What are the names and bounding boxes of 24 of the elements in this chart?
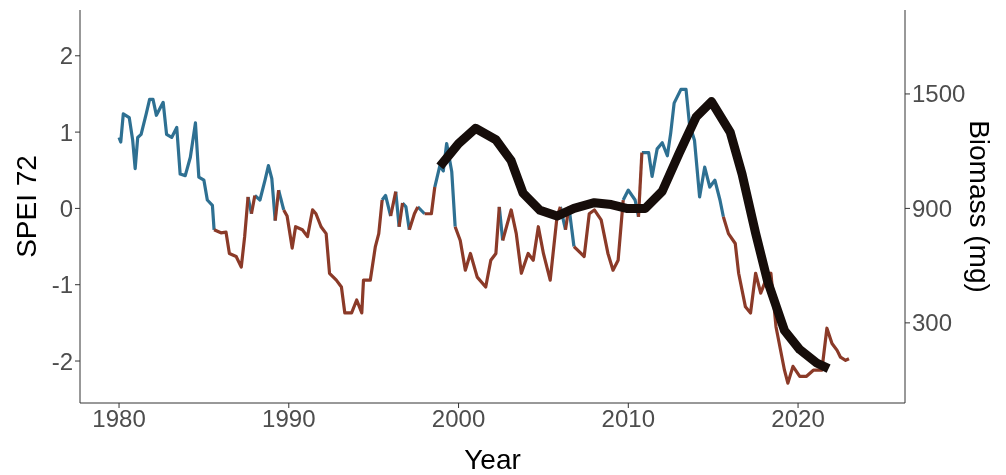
y-tick-label: 1 <box>59 118 73 146</box>
y2-tick-label: 300 <box>912 309 953 337</box>
y-axis-title: SPEI 72 <box>10 155 42 258</box>
x-tick-label: 2010 <box>601 405 655 433</box>
line-series <box>572 198 625 272</box>
y2-axis-title: Biomass (mg) <box>964 120 996 293</box>
line-series <box>640 87 725 219</box>
y-tick-label: -1 <box>51 271 73 299</box>
line-series <box>282 198 384 315</box>
x-tick-label: 1990 <box>262 405 316 433</box>
y2-tick-label: 900 <box>912 194 953 222</box>
y-tick-label: 0 <box>59 194 73 222</box>
line-series <box>212 195 250 269</box>
line-series <box>117 97 216 232</box>
line-series <box>253 164 277 223</box>
y-tick-label: 2 <box>59 42 73 70</box>
y2-tick-label: 1500 <box>912 80 966 108</box>
x-tick-label: 1980 <box>92 405 146 433</box>
y-tick-label: -2 <box>51 347 73 375</box>
line-series <box>501 205 562 282</box>
x-tick-label: 2020 <box>771 405 825 433</box>
x-tick-label: 2000 <box>431 405 486 433</box>
x-axis-title: Year <box>464 444 521 475</box>
line-series <box>453 205 501 289</box>
